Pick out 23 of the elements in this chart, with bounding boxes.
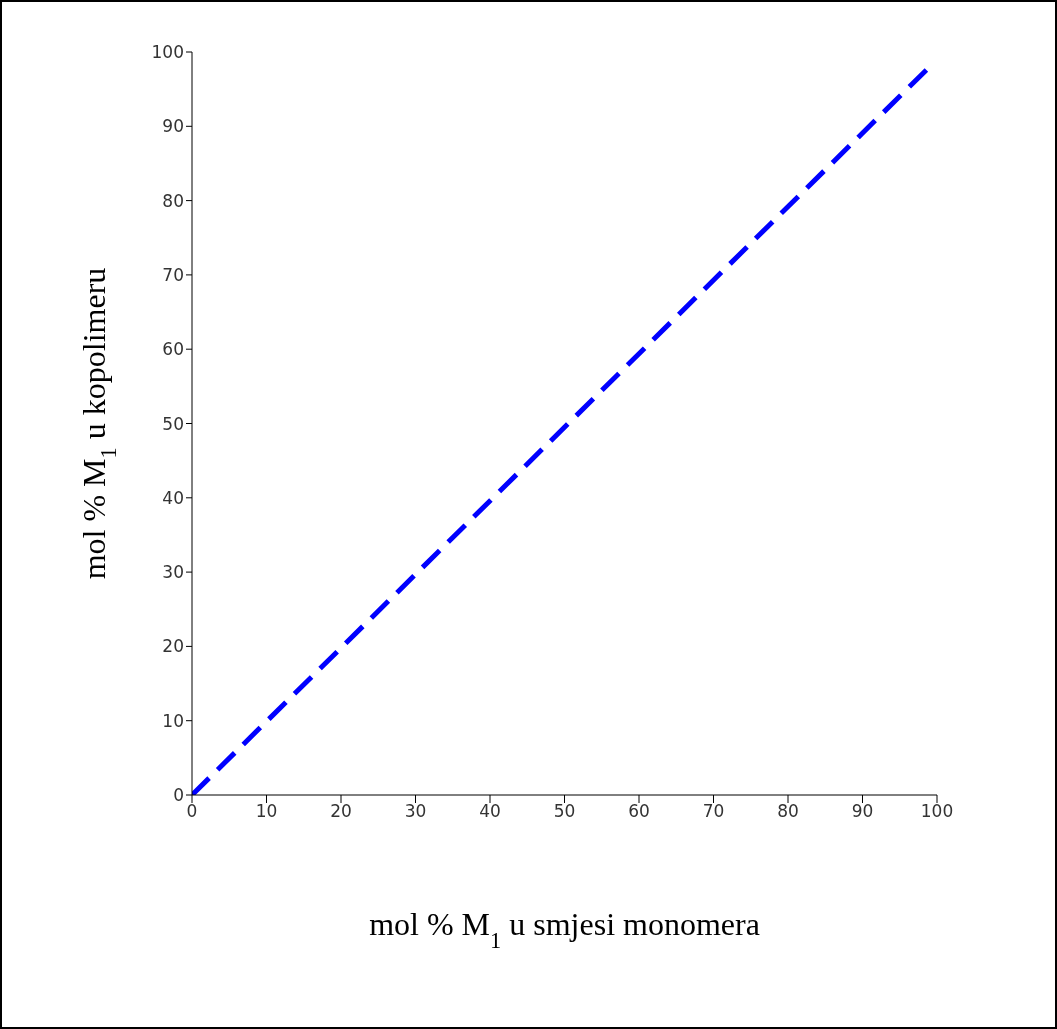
y-tick-label: 70 [162,264,184,285]
y-tick-label: 40 [162,487,184,508]
x-tick-label: 0 [186,801,198,822]
y-tick-label: 30 [162,562,184,583]
x-tick-label: 60 [628,801,650,822]
x-tick-label: 100 [920,801,954,822]
x-tick-label: 20 [330,801,352,822]
x-tick-label: 70 [702,801,725,822]
y-tick-label: 20 [162,636,184,657]
y-tick-label: 0 [173,785,184,806]
x-tick-label: 40 [479,801,501,822]
y-tick-label: 80 [162,190,184,211]
y-tick-label: 50 [162,413,184,434]
x-tick-label: 80 [777,801,799,822]
y-tick-label: 100 [151,42,184,63]
x-tick-label: 50 [553,801,576,822]
x-tick-label: 30 [404,801,427,822]
y-tick-label: 10 [162,710,184,731]
x-tick-label: 90 [851,801,874,822]
x-axis-title: mol % M$_{1}$ u smjesi monomera [369,906,760,953]
y-tick-label: 60 [162,339,184,360]
y-tick-label: 90 [162,116,184,137]
x-tick-label: 10 [255,801,278,822]
